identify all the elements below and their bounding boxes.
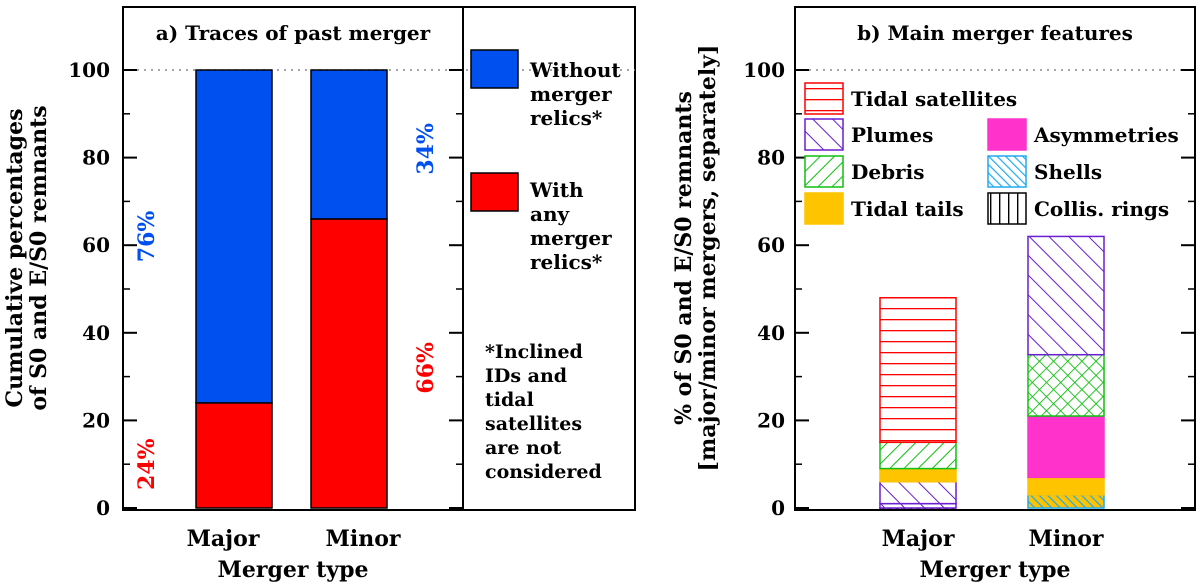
bar-segment <box>1027 353 1105 417</box>
bar-segment <box>310 69 388 220</box>
legend-label: Without <box>529 58 621 82</box>
legend-label: merger <box>530 226 612 250</box>
legend-label: Shells <box>1034 160 1102 184</box>
legend-label: Asymmetries <box>1033 123 1179 147</box>
bar-segment <box>1027 476 1105 496</box>
bar-segment <box>1027 235 1105 356</box>
x-tick-label: Minor <box>1029 526 1104 552</box>
note-line: are not <box>485 437 562 459</box>
bar-segment <box>1027 494 1105 509</box>
legend-swatch-tidal-tails <box>804 192 844 225</box>
panel-b-y-axis-title: % of S0 and E/S0 remnants [major/minor m… <box>671 45 721 472</box>
legend-swatch-without <box>470 49 519 89</box>
legend-label: merger <box>530 82 612 106</box>
panel-a-legend-frame <box>462 6 636 511</box>
y-tick-label: 60 <box>82 233 110 257</box>
note-line: IDs and <box>485 365 567 387</box>
percent-label: 24% <box>134 438 160 490</box>
y-axis-title-line: % of S0 and E/S0 remnants <box>671 91 697 425</box>
panel-b-x-axis-title: Merger type <box>920 557 1071 583</box>
legend-swatch-with <box>470 172 519 212</box>
legend-label: relics* <box>530 250 603 274</box>
note-line: satellites <box>485 413 582 435</box>
panel-b-title: b) Main merger features <box>857 21 1133 45</box>
y-tick-label: 20 <box>757 408 785 432</box>
panel-b-x-tick-labels: Major Minor <box>882 526 1104 552</box>
percent-label: 34% <box>413 123 439 175</box>
y-tick-label: 0 <box>771 496 785 520</box>
y-tick-label: 100 <box>743 58 785 82</box>
panel-a-title: a) Traces of past merger <box>156 21 431 45</box>
bar-segment <box>879 480 957 505</box>
y-tick-label: 80 <box>757 146 785 170</box>
legend-swatch-collision-rings <box>987 192 1027 225</box>
panel-a-y-axis-title: Cumulative percentages of S0 and E/S0 re… <box>2 105 52 410</box>
bar-segment <box>879 467 957 483</box>
y-axis-title-line: of S0 and E/S0 remnants <box>26 105 52 410</box>
panel-a: a) Traces of past merger 0 20 40 60 80 100 76… <box>2 6 636 583</box>
panel-a-frame <box>122 6 464 511</box>
legend-label: With <box>529 178 584 202</box>
bar-segment <box>195 402 273 509</box>
y-tick-label: 40 <box>757 321 785 345</box>
panel-a-y-ticks: 0 20 40 60 80 100 <box>68 58 463 520</box>
legend-swatch-tidal-satellites <box>804 82 844 115</box>
panel-a-x-tick-labels: Major Minor <box>187 526 401 552</box>
panel-b-legend: Tidal satellites Plumes Asymmetries Debr… <box>804 82 1179 225</box>
panel-b-frame <box>794 6 1196 511</box>
note-line: *Inclined <box>485 341 583 363</box>
panel-b: b) Main merger features 0 20 40 60 80 100 Maj… <box>671 6 1196 583</box>
panel-a-percent-labels: 76% 24% 34% 66% <box>134 123 439 490</box>
y-axis-title-line: [major/minor mergers, separately] <box>695 45 721 472</box>
y-tick-label: 80 <box>82 146 110 170</box>
panel-a-x-axis-title: Merger type <box>218 557 369 583</box>
note-line: tidal <box>485 389 534 411</box>
legend-label: relics* <box>530 106 603 130</box>
y-tick-label: 100 <box>68 58 110 82</box>
y-tick-label: 40 <box>82 321 110 345</box>
legend-swatch-asymmetries <box>987 118 1027 151</box>
panel-b-y-ticks: 0 20 40 60 80 100 <box>743 58 1195 520</box>
x-tick-label: Major <box>882 526 955 552</box>
bar-segment <box>310 218 388 509</box>
y-tick-label: 60 <box>757 233 785 257</box>
bar-segment <box>879 441 957 470</box>
x-tick-label: Major <box>187 526 260 552</box>
note-line: considered <box>485 461 602 483</box>
percent-label: 66% <box>413 342 439 394</box>
legend-swatch-debris <box>804 155 844 188</box>
panel-b-bars <box>879 235 1105 511</box>
legend-label: Tidal satellites <box>851 87 1017 111</box>
panel-a-bars <box>195 69 388 509</box>
legend-swatch-plumes <box>804 118 844 151</box>
panel-a-legend: Without merger relics* With any merger r… <box>470 49 621 274</box>
bar-segment <box>1027 415 1105 479</box>
bar-segment <box>879 297 957 444</box>
percent-label: 76% <box>134 211 160 263</box>
legend-label: Collis. rings <box>1034 197 1169 221</box>
bar-segment <box>195 69 273 404</box>
x-tick-label: Minor <box>326 526 401 552</box>
y-tick-label: 0 <box>96 496 110 520</box>
y-axis-title-line: Cumulative percentages <box>2 109 28 408</box>
legend-label: Plumes <box>851 123 933 147</box>
panel-a-note: *Inclined IDs and tidal satellites are n… <box>485 341 602 483</box>
legend-label: Debris <box>851 160 924 184</box>
legend-swatch-shells <box>987 155 1027 188</box>
y-tick-label: 20 <box>82 408 110 432</box>
legend-label: Tidal tails <box>851 197 964 221</box>
legend-label: any <box>530 202 571 226</box>
